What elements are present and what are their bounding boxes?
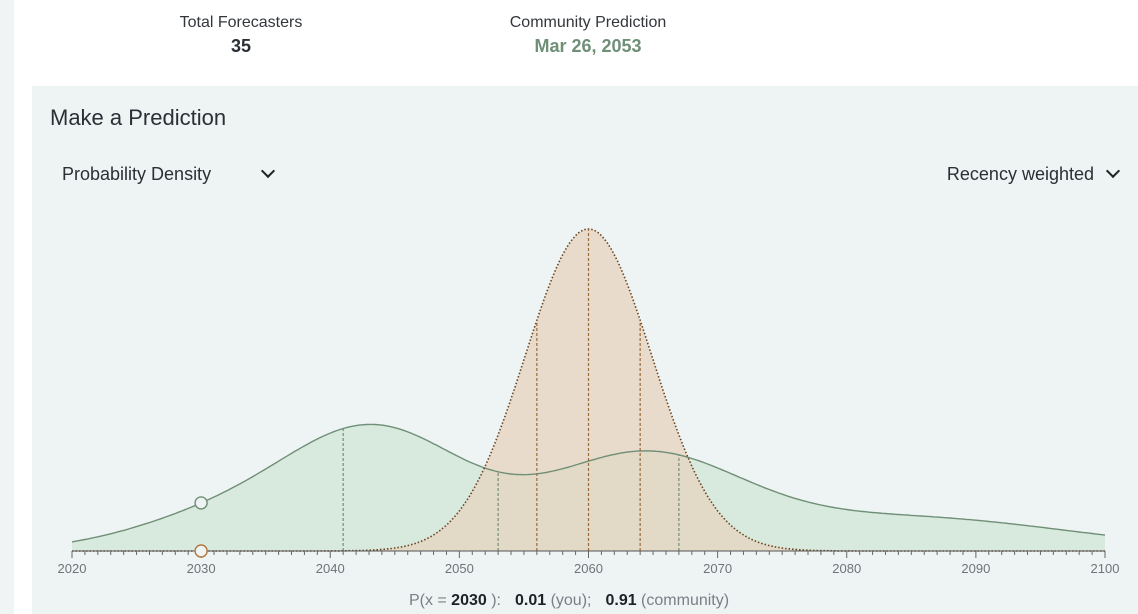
mode-select[interactable]: Probability Density	[62, 163, 276, 185]
left-rail	[0, 0, 14, 614]
readout-suffix: ):	[486, 592, 501, 609]
weighting-select[interactable]: Recency weighted	[946, 163, 1121, 185]
x-tick-label: 2030	[187, 561, 216, 576]
weighting-select-label: Recency weighted	[946, 164, 1094, 184]
x-tick-label: 2080	[832, 561, 861, 576]
community-density-line	[71, 423, 1106, 543]
x-tick-label: 2090	[961, 561, 990, 576]
x-tick-label: 2050	[445, 561, 474, 576]
quartile-lines	[342, 229, 680, 551]
community-prediction-value: Mar 26, 2053	[534, 36, 642, 56]
x-tick-label: 2060	[574, 561, 603, 576]
readout-you-value: 0.01	[514, 592, 547, 609]
x-tick-label: 2020	[58, 561, 87, 576]
probability-readout: P(x = 2030 ): 0.01 (you); 0.91 (community)	[0, 592, 1138, 610]
x-axis: 2020 2030 2040 2050 2060 2070 2080 2090 2100	[58, 550, 1120, 576]
mode-select-label: Probability Density	[62, 164, 212, 184]
readout-you-label: (you);	[546, 592, 592, 609]
total-forecasters-label: Total Forecasters	[179, 14, 303, 31]
panel-title: Make a Prediction	[50, 105, 227, 130]
readout-community-label: (community)	[636, 592, 730, 609]
x-tick-label: 2070	[703, 561, 732, 576]
community-prediction: Community Prediction Mar 26, 2053	[486, 14, 690, 57]
x-tick-label: 2040	[316, 561, 345, 576]
readout-prefix: P(x =	[408, 592, 452, 609]
x-tick-label: 2100	[1091, 561, 1120, 576]
community-prediction-label: Community Prediction	[509, 14, 667, 31]
readout-x-value: 2030	[451, 592, 487, 609]
readout-community-value: 0.91	[605, 592, 637, 609]
user-cursor-marker	[194, 544, 208, 558]
community-cursor-marker	[194, 496, 208, 510]
total-forecasters: Total Forecasters 35	[162, 14, 320, 57]
stats-bar: Total Forecasters 35 Community Predictio…	[32, 0, 1138, 86]
density-chart[interactable]: 2020 2030 2040 2050 2060 2070 2080 2090 2100	[32, 86, 1138, 586]
total-forecasters-value: 35	[230, 36, 252, 56]
